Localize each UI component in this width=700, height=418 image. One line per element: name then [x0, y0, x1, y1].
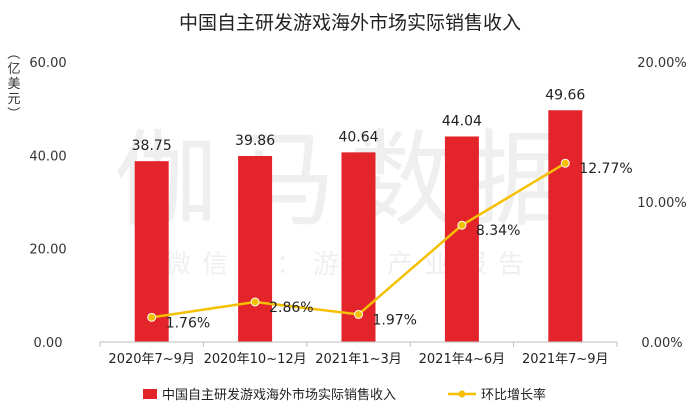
bar	[548, 110, 583, 343]
bar-value-label: 38.75	[132, 138, 172, 154]
bar-value-label: 40.64	[338, 129, 378, 145]
y-tick-label: 20.00	[29, 243, 66, 258]
bar	[134, 161, 169, 342]
y-axis-unit-char: 美	[7, 77, 20, 92]
y2-tick-label: 10.00%	[637, 196, 687, 211]
legend-bar-label: 中国自主研发游戏海外市场实际销售收入	[162, 387, 396, 403]
y-axis-unit-char: 亿	[7, 62, 20, 77]
legend-line-label: 环比增长率	[481, 387, 546, 403]
growth-point	[457, 220, 467, 230]
growth-value-label: 8.34%	[476, 223, 520, 239]
y-tick-label: 60.00	[29, 56, 66, 71]
chart-title: 中国自主研发游戏海外市场实际销售收入	[179, 12, 521, 34]
y-axis-left: 0.00 20.00 40.00 60.00	[29, 56, 66, 351]
y-axis-unit-char: （	[5, 46, 20, 59]
legend-line-marker	[458, 390, 466, 398]
x-axis: 2020年7~9月 2020年10~12月 2021年1~3月 2021年4~6月 20…	[99, 341, 618, 367]
bar-value-labels: 38.75 39.86 40.64 44.04 49.66	[132, 87, 586, 154]
legend-bar-swatch	[143, 389, 157, 399]
y-tick-label: 0.00	[34, 336, 63, 351]
x-tick-label: 2020年10~12月	[204, 352, 307, 367]
x-tick-label: 2021年4~6月	[419, 352, 506, 367]
growth-value-label: 2.86%	[269, 300, 313, 316]
y-tick-label: 40.00	[29, 149, 66, 164]
growth-value-label: 1.76%	[166, 315, 210, 331]
bar-value-label: 44.04	[442, 113, 482, 129]
line-series: 1.76% 2.86% 1.97% 8.34% 12.77%	[147, 158, 633, 331]
growth-value-label: 12.77%	[579, 161, 632, 177]
growth-value-label: 1.97%	[373, 312, 417, 328]
bar-value-label: 39.86	[235, 133, 275, 149]
y-axis-unit-label: （ 亿美元）	[5, 46, 21, 119]
x-tick-label: 2021年7~9月	[522, 352, 609, 367]
x-tick-label: 2020年7~9月	[108, 352, 195, 367]
legend: 中国自主研发游戏海外市场实际销售收入 环比增长率	[143, 387, 546, 403]
y2-tick-label: 0.00%	[641, 336, 682, 351]
x-tick-label: 2021年1~3月	[315, 352, 402, 367]
bar-value-label: 49.66	[545, 87, 585, 103]
growth-point	[354, 309, 363, 319]
growth-point	[250, 297, 260, 307]
bar	[238, 155, 273, 342]
growth-point	[147, 312, 157, 322]
y-axis-unit-char: ）	[5, 106, 20, 119]
bar	[444, 136, 479, 342]
growth-point	[560, 158, 570, 168]
y2-tick-label: 20.00%	[637, 56, 687, 71]
y-axis-unit-char: 元	[7, 92, 20, 107]
y-axis-right: 0.00% 10.00% 20.00%	[637, 56, 687, 351]
